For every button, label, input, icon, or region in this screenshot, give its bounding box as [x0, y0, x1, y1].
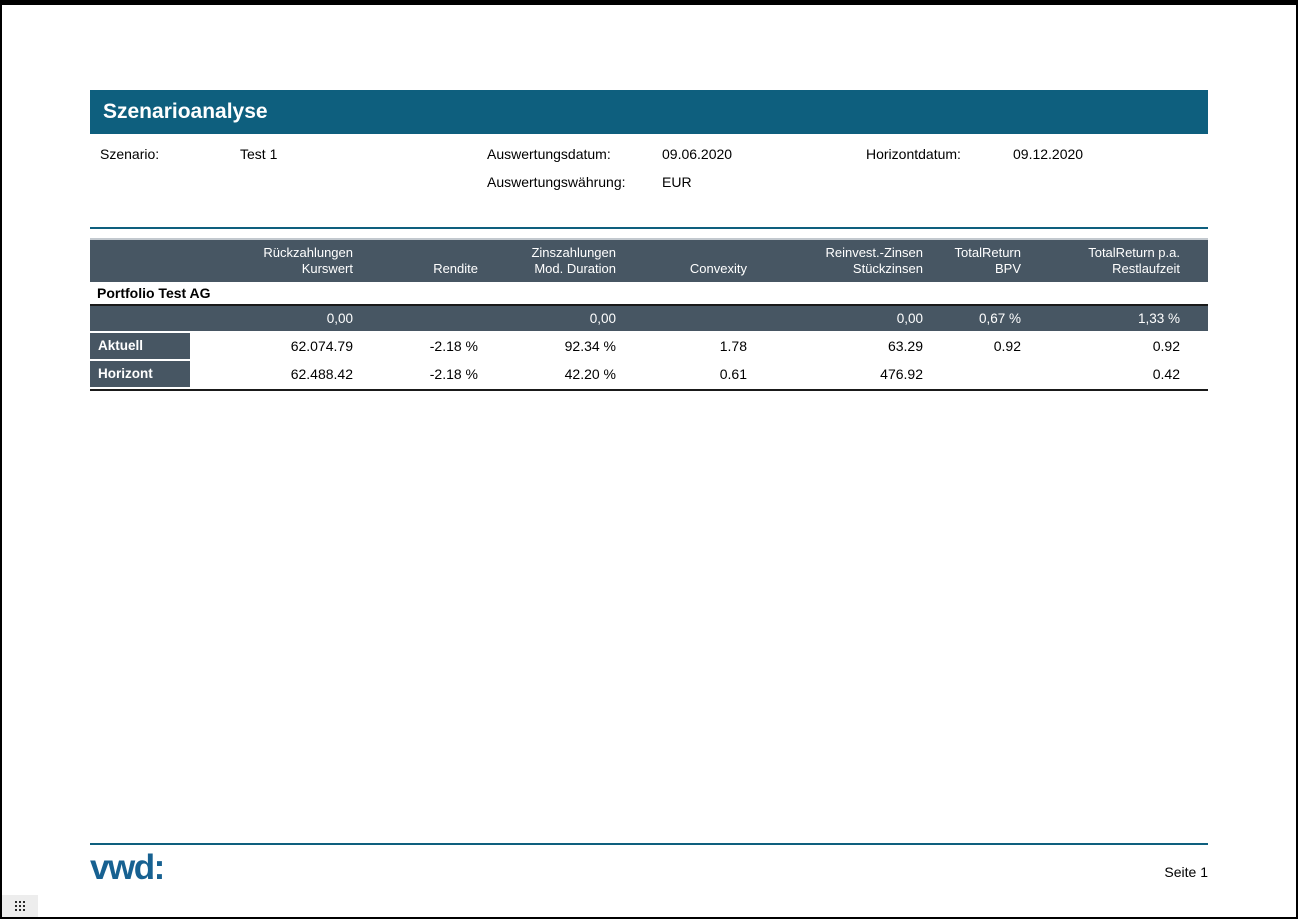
frame-left-edge	[0, 0, 2, 919]
table-header-row: Rückzahlungen Kurswert Rendite Zinszahlu…	[90, 238, 1208, 282]
auswertungswaehrung-value: EUR	[662, 174, 692, 190]
portfolio-group-title: Portfolio Test AG	[97, 285, 211, 301]
header-cell-kurswert: Rückzahlungen Kurswert	[263, 245, 353, 276]
vwd-logo: vwd:	[90, 848, 165, 887]
table-bottom-border	[90, 389, 1208, 391]
table-row-aktuell: Aktuell 62.074.79 -2.18 % 92.34 % 1.78 6…	[90, 333, 1208, 359]
szenario-value: Test 1	[240, 146, 278, 162]
table-top-divider	[90, 227, 1208, 229]
auswertungswaehrung-label: Auswertungswährung:	[487, 174, 626, 190]
frame-bottom-edge	[0, 917, 1298, 919]
horizontdatum-value: 09.12.2020	[1013, 146, 1084, 162]
header-cell-restlaufzeit: TotalReturn p.a. Restlaufzeit	[1088, 245, 1180, 276]
row-label: Aktuell	[90, 333, 190, 359]
auswertungsdatum-label: Auswertungsdatum:	[487, 146, 611, 162]
scenario-table: Rückzahlungen Kurswert Rendite Zinszahlu…	[90, 238, 1208, 391]
report-title-bar: Szenarioanalyse	[90, 90, 1208, 134]
header-cell-rendite: Rendite	[433, 261, 478, 276]
summary-kurswert: 0,00	[326, 311, 353, 326]
header-cell-duration: Zinszahlungen Mod. Duration	[531, 245, 616, 276]
table-row-horizont: Horizont 62.488.42 -2.18 % 42.20 % 0.61 …	[90, 361, 1208, 387]
header-cell-convexity: Convexity	[689, 261, 747, 276]
summary-stueckzinsen: 0,00	[896, 311, 923, 326]
footer-divider	[90, 843, 1208, 845]
horizontdatum-label: Horizontdatum:	[866, 146, 961, 162]
frame-right-edge	[1296, 0, 1298, 919]
header-cell-bpv: TotalReturn BPV	[954, 245, 1021, 276]
page-title: Szenarioanalyse	[103, 100, 268, 123]
page-number: Seite 1	[1164, 864, 1208, 880]
szenario-label: Szenario:	[100, 146, 160, 162]
frame-top-edge	[0, 0, 1298, 5]
header-cell-empty	[90, 240, 190, 282]
row-label: Horizont	[90, 361, 190, 387]
summary-rendite	[358, 306, 483, 331]
portfolio-summary-row: 0,00 0,00 0,00 0,67 % 1,33 %	[90, 306, 1208, 331]
portfolio-group-row: Portfolio Test AG	[90, 282, 1208, 306]
grid-handle-icon	[15, 901, 25, 911]
corner-grip[interactable]	[2, 895, 38, 917]
header-cell-stueckzinsen: Reinvest.-Zinsen Stückzinsen	[825, 245, 923, 276]
summary-restlaufzeit: 1,33 %	[1137, 311, 1180, 326]
summary-duration: 0,00	[589, 311, 616, 326]
auswertungsdatum-value: 09.06.2020	[662, 146, 733, 162]
summary-convexity	[621, 306, 752, 331]
summary-bpv: 0,67 %	[978, 311, 1021, 326]
